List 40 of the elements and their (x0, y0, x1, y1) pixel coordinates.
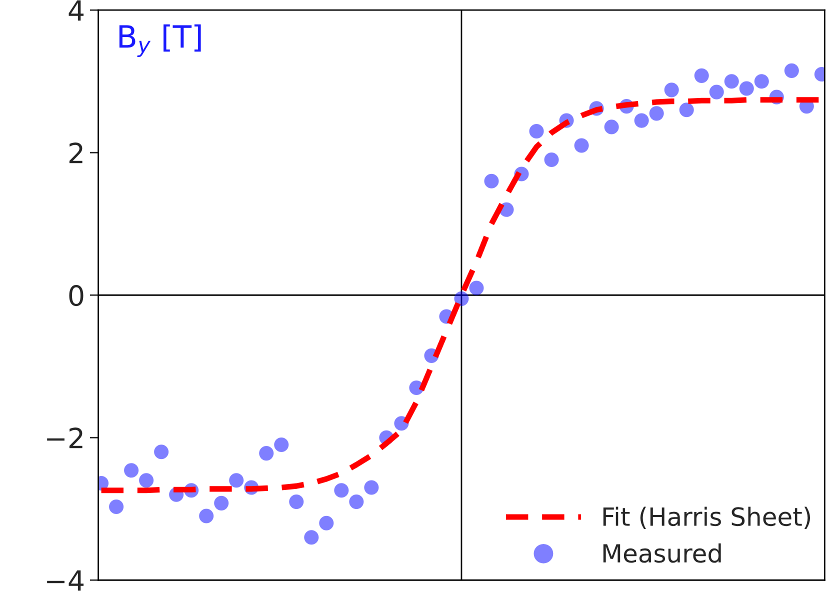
point (334, 483, 349, 498)
point (679, 102, 694, 118)
point (199, 508, 214, 524)
point (214, 496, 229, 510)
point (604, 120, 619, 134)
point (469, 280, 484, 296)
point (289, 494, 304, 510)
y-tick-label: −2 (47, 428, 82, 448)
point (454, 291, 469, 306)
legend-label: Fit (Harris Sheet) (603, 506, 810, 530)
point (694, 68, 709, 83)
point (304, 530, 319, 545)
legend-label: Measured (603, 543, 721, 563)
point (739, 81, 754, 96)
point (229, 473, 244, 488)
point (754, 74, 769, 89)
y-tick-label: 0 (69, 285, 84, 306)
point (724, 74, 739, 89)
point (574, 138, 589, 153)
point (259, 446, 274, 461)
point (529, 124, 544, 139)
point (634, 113, 649, 128)
point (124, 463, 139, 478)
point (709, 84, 724, 100)
point (544, 152, 559, 168)
point (154, 444, 169, 460)
point (664, 82, 679, 98)
point (784, 63, 799, 78)
point (319, 516, 334, 530)
point (139, 473, 154, 488)
point (349, 494, 364, 510)
y-tick-label: 4 (68, 0, 84, 21)
y-tick-label: 2 (69, 142, 82, 164)
y-tick-label: −4 (47, 570, 84, 591)
point (274, 437, 289, 452)
annotation: B$_{y}$ [T] (119, 24, 201, 58)
point (649, 106, 664, 121)
point (364, 480, 379, 495)
point (109, 499, 124, 514)
point (484, 174, 499, 188)
